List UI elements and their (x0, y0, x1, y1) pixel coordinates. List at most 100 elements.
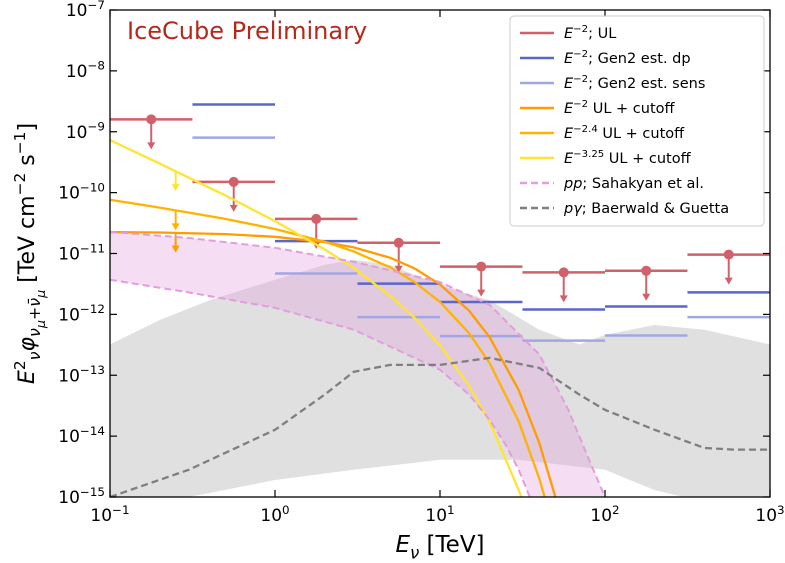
upper-limit-marker (393, 237, 404, 248)
legend-label: E−3.25 UL + cutoff (564, 149, 692, 167)
y-tick-label-part: −14 (80, 424, 105, 438)
y-tick-label: 10−8 (66, 59, 105, 82)
x-axis-label-part: E (395, 532, 410, 558)
legend-label-part: ; Gen2 est. sens (588, 76, 705, 92)
y-axis-label: E2νφνμ+ν̄μ [TeV cm−2 s−1] (11, 123, 49, 384)
legend-label: E−2; Gen2 est. dp (564, 49, 691, 67)
upper-limit-marker (311, 213, 322, 224)
x-axis-label: Eν [TeV] (395, 532, 484, 562)
y-tick-label-part: 10 (66, 1, 88, 21)
y-axis-label-part: s (15, 154, 40, 172)
y-axis-label-part: μ (34, 290, 49, 299)
model-band (110, 231, 605, 497)
legend-label-part: E (564, 76, 574, 92)
upper-limit-marker (146, 114, 157, 125)
legend-label-part: −2 (573, 99, 588, 110)
x-tick-label: 100 (260, 503, 289, 526)
upper-limit-arrow-head (477, 289, 486, 297)
legend-label-part: UL + cutoff (588, 101, 675, 117)
y-axis-label-part: ν (25, 328, 44, 337)
legend-label-part: UL + cutoff (598, 126, 685, 142)
upper-limit-arrow-head (394, 265, 403, 273)
x-tick-label-part: 3 (777, 503, 785, 517)
legend-label-part: −2 (573, 49, 588, 60)
y-axis-label-part: φ (15, 337, 40, 352)
y-axis-label-part: μ (34, 320, 49, 329)
y-tick-label-part: −13 (80, 363, 105, 377)
y-tick-label-part: −15 (80, 485, 105, 499)
x-tick-label-part: 2 (612, 503, 620, 517)
y-tick-label-part: 10 (66, 62, 88, 82)
legend-label-part: E (564, 101, 574, 117)
legend-label: E−2; Gen2 est. sens (564, 74, 705, 92)
legend-label-part: pγ (563, 201, 583, 217)
legend-label-part: −3.25 (573, 149, 604, 160)
x-tick-label-part: 10 (425, 506, 447, 526)
y-axis-label-part: −1 (11, 132, 29, 155)
y-tick-label: 10−7 (66, 0, 105, 21)
x-tick-label-part: 0 (282, 503, 290, 517)
legend-label-part: −2 (573, 74, 588, 85)
x-tick-label: 101 (425, 503, 454, 526)
background-band (110, 259, 770, 497)
y-axis-label-part: ] (15, 123, 40, 132)
y-tick-label: 10−10 (58, 180, 105, 203)
cutoff-arrow-head (171, 245, 180, 253)
y-tick-label: 10−11 (58, 241, 105, 264)
x-tick-label-part: 1 (447, 503, 455, 517)
model-curve (110, 356, 770, 497)
legend-label-part: ; UL (588, 26, 616, 42)
upper-limit-arrow-head (559, 295, 568, 303)
model-band-edge (110, 230, 606, 497)
y-axis-label-part: [TeV cm (15, 195, 40, 289)
y-axis-label-part: ν̄ (25, 298, 44, 307)
upper-limit-marker (723, 249, 734, 260)
legend-box (509, 15, 765, 227)
y-axis-label-part: 2 (11, 360, 29, 370)
upper-limit-marker (641, 265, 652, 276)
cutoff-curve (110, 198, 546, 497)
legend-label-part: ; Baerwald & Guetta (582, 201, 729, 217)
legend-label-part: E (564, 151, 574, 167)
upper-limit-arrow-head (229, 204, 238, 212)
y-tick-label: 10−14 (58, 424, 105, 447)
legend-label-part: E (564, 126, 574, 142)
y-tick-label-part: 10 (58, 184, 80, 204)
y-tick-label-part: 10 (58, 366, 80, 386)
legend-label-part: E (564, 51, 574, 67)
y-tick-label: 10−12 (58, 302, 105, 325)
y-tick-label-part: −8 (87, 59, 105, 73)
upper-limit-arrow-head (642, 293, 651, 301)
legend-label: E−2 UL + cutoff (564, 99, 675, 117)
legend-label-part: UL + cutoff (604, 151, 691, 167)
y-axis-label-part: −2 (11, 173, 29, 196)
legend-label: pγ; Baerwald & Guetta (563, 201, 729, 217)
y-axis-label-part: E (15, 370, 40, 384)
x-tick-label-part: 10 (590, 506, 612, 526)
x-tick-label: 103 (755, 503, 784, 526)
y-axis-label-part: ν (25, 351, 44, 360)
y-tick-label-part: 10 (58, 245, 80, 265)
x-tick-label-part: 10 (755, 506, 777, 526)
y-tick-label-part: 10 (66, 123, 88, 143)
legend-label-part: −2.4 (573, 124, 598, 135)
x-tick-label: 102 (590, 503, 619, 526)
upper-limit-arrow-head (724, 277, 733, 285)
y-tick-label-part: −9 (87, 120, 105, 134)
legend-label-part: −2 (573, 24, 588, 35)
y-tick-label-part: −12 (80, 302, 105, 316)
cutoff-arrow-head (171, 184, 180, 192)
y-tick-label-part: 10 (58, 305, 80, 325)
x-tick-label-part: 10 (260, 506, 282, 526)
cutoff-curve (110, 230, 557, 497)
x-axis-label-part: ν (410, 543, 419, 562)
plot-area (110, 103, 770, 497)
legend-label: pp; Sahakyan et al. (563, 176, 704, 192)
cutoff-arrow-head (171, 223, 180, 231)
legend-label-part: ; Gen2 est. dp (588, 51, 690, 67)
legend-label: E−2; UL (564, 24, 616, 42)
x-tick-label-part: −1 (112, 503, 130, 517)
y-tick-label-part: −11 (80, 241, 105, 255)
upper-limit-marker (228, 176, 239, 187)
